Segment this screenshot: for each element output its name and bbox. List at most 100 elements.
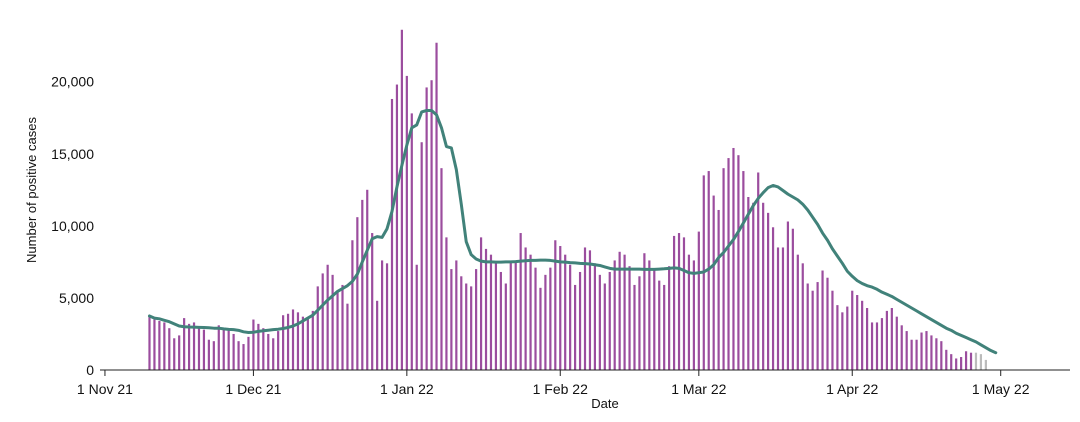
bar	[836, 305, 839, 371]
bar	[158, 320, 161, 370]
bar	[465, 283, 468, 370]
bar	[925, 331, 928, 370]
bar	[752, 202, 755, 370]
bar	[311, 310, 314, 370]
bar	[747, 197, 750, 370]
bar	[598, 274, 601, 370]
average-line	[147, 109, 998, 355]
bar	[643, 253, 646, 370]
bar	[400, 29, 403, 371]
bar	[376, 300, 379, 370]
bar	[955, 358, 958, 370]
y-tick-label: 15,000	[51, 146, 94, 162]
bar	[811, 290, 814, 370]
bar	[267, 333, 270, 370]
x-tick-label: 1 Jan 22	[380, 381, 434, 397]
bar	[950, 354, 953, 370]
bar	[247, 336, 250, 370]
bar	[559, 246, 562, 370]
bar	[336, 290, 339, 370]
bar	[499, 271, 502, 370]
bar	[168, 328, 171, 370]
bar	[757, 172, 760, 370]
bar	[668, 266, 671, 370]
bar	[509, 261, 512, 371]
bar	[460, 276, 463, 370]
bar	[588, 250, 592, 370]
bar	[870, 322, 874, 370]
bar	[163, 322, 166, 370]
bar	[663, 284, 666, 370]
bar	[237, 341, 240, 370]
x-tick-label: 1 May 22	[972, 381, 1030, 397]
bar	[861, 300, 864, 370]
bar	[366, 189, 369, 370]
bar	[692, 260, 695, 370]
bar	[737, 155, 740, 370]
bar	[910, 339, 913, 370]
y-tick-label: 0	[86, 362, 94, 378]
y-axis-title: Number of positive cases	[24, 117, 39, 263]
bar	[578, 271, 582, 370]
bar	[569, 264, 572, 370]
bar	[851, 290, 854, 370]
bar	[717, 209, 720, 370]
bar	[697, 231, 700, 370]
bar	[841, 312, 844, 370]
bar	[623, 254, 626, 370]
bar	[207, 339, 210, 370]
bar	[856, 295, 859, 370]
bar	[960, 357, 963, 370]
bar	[435, 42, 438, 371]
bar	[494, 263, 498, 370]
bar	[346, 303, 349, 370]
bar	[445, 237, 448, 370]
bar	[544, 274, 547, 370]
bar	[979, 354, 983, 370]
bar	[252, 319, 255, 370]
bar	[875, 322, 879, 370]
bar	[603, 283, 606, 370]
bar	[301, 316, 305, 370]
x-tick-label: 1 Nov 21	[77, 381, 133, 397]
bar	[326, 264, 329, 370]
bar	[682, 237, 686, 370]
bar	[846, 306, 849, 370]
bar	[450, 269, 453, 370]
bar	[475, 269, 478, 370]
bar	[776, 247, 780, 370]
bar	[331, 274, 334, 370]
bar	[385, 263, 389, 370]
bar	[222, 329, 225, 370]
bar	[613, 260, 616, 370]
bar	[831, 290, 834, 370]
bar	[173, 338, 176, 370]
x-tick-label: 1 Mar 22	[671, 381, 726, 397]
bar	[880, 318, 884, 370]
bar	[653, 269, 656, 370]
bar	[826, 277, 829, 370]
bar	[806, 283, 809, 370]
bar	[519, 233, 522, 370]
bar	[534, 267, 537, 370]
bars-layer	[148, 29, 987, 371]
bar	[771, 227, 775, 370]
bar	[272, 338, 275, 370]
bar	[712, 195, 715, 370]
bar	[242, 344, 245, 370]
bar	[415, 264, 418, 370]
bar	[895, 316, 898, 370]
bar	[786, 221, 790, 370]
bar	[796, 254, 799, 370]
bar	[430, 80, 433, 370]
bar	[920, 332, 923, 370]
bar	[672, 235, 676, 370]
x-tick-label: 1 Feb 22	[533, 381, 588, 397]
bar	[974, 352, 978, 370]
bar	[633, 284, 636, 370]
x-axis-title: Date	[591, 396, 618, 411]
bar	[371, 233, 374, 370]
bar	[479, 237, 483, 370]
bar	[227, 329, 230, 370]
bar	[930, 335, 933, 370]
